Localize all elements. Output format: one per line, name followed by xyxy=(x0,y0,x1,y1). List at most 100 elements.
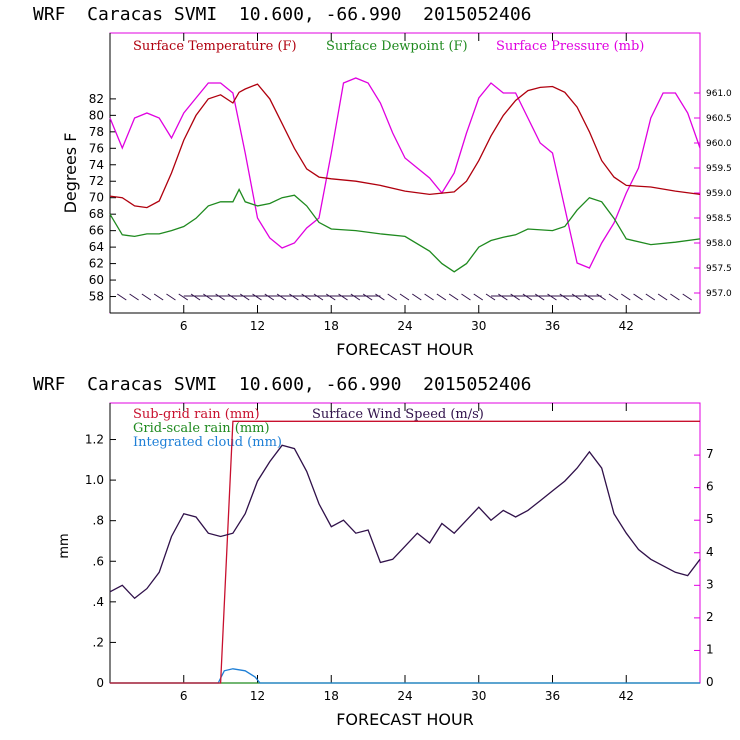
y2-tick-label: 957.0 xyxy=(706,289,732,299)
top-ylabel: Degrees F xyxy=(61,133,80,214)
legend-subgrid-rain: Sub-grid rain (mm) xyxy=(133,407,260,422)
top-y2-tick-group: 957.0 957.5 958.0 958.5 959.0 959.5 960.0 960.5… xyxy=(694,89,732,299)
y2-tick-label: 6 xyxy=(706,480,714,494)
y2-tick-label: 7 xyxy=(706,447,714,461)
wind-barb xyxy=(633,293,643,301)
x-tick-label: 36 xyxy=(545,319,560,333)
top-y-tick-group: 58 60 62 64 66 68 70 72 74 76 78 80 82 xyxy=(89,92,116,304)
wind-barb xyxy=(338,293,348,301)
legend-gridscale-rain: Grid-scale rain (mm) xyxy=(133,421,270,436)
y-tick-label: 72 xyxy=(89,174,104,188)
x-tick-label: 30 xyxy=(471,689,486,703)
bottom-header: WRF Caracas SVMI 10.600, -66.990 2015052… xyxy=(33,374,532,395)
wind-barb xyxy=(289,293,299,301)
wind-barb xyxy=(203,293,213,301)
y2-tick-label: 2 xyxy=(706,610,714,624)
wind-barb xyxy=(596,293,606,301)
y-tick-label: .6 xyxy=(93,554,104,568)
wind-barb xyxy=(276,293,287,301)
wind-barb xyxy=(215,293,225,301)
y-tick-label: 64 xyxy=(89,240,104,254)
wind-barb xyxy=(117,293,127,301)
x-tick-label: 42 xyxy=(619,689,634,703)
wind-barb xyxy=(608,293,619,301)
wind-barb xyxy=(571,293,582,301)
wind-barb xyxy=(252,293,262,301)
wind-barb xyxy=(166,293,176,301)
bottom-x-tick-group: 6 12 18 24 30 36 42 xyxy=(180,403,634,703)
wind-barb xyxy=(436,293,447,301)
x-tick-label: 18 xyxy=(324,319,339,333)
top-xlabel: FORECAST HOUR xyxy=(336,340,474,359)
y-tick-label: 70 xyxy=(89,191,104,205)
x-tick-label: 36 xyxy=(545,689,560,703)
x-tick-label: 18 xyxy=(324,689,339,703)
y-tick-label: 1.0 xyxy=(85,473,104,487)
wind-barb xyxy=(547,293,557,301)
wind-barb xyxy=(620,293,631,301)
x-tick-label: 24 xyxy=(397,319,412,333)
y2-tick-label: 959.0 xyxy=(706,189,732,199)
wind-barb xyxy=(399,293,410,301)
y-tick-label: .8 xyxy=(93,514,104,528)
wind-barb xyxy=(522,293,533,301)
wind-barb xyxy=(375,293,385,301)
wind-barb xyxy=(264,293,275,301)
legend-dewpoint: Surface Dewpoint (F) xyxy=(326,39,468,54)
wind-speed-line xyxy=(109,444,701,600)
x-tick-label: 12 xyxy=(250,319,265,333)
y-tick-label: 78 xyxy=(89,125,104,139)
wind-barb xyxy=(412,293,422,301)
wind-barb xyxy=(510,293,520,301)
wind-barb xyxy=(534,293,545,301)
y-tick-label: 68 xyxy=(89,207,104,221)
wind-barb xyxy=(227,293,238,301)
wind-barb xyxy=(645,293,656,301)
y2-tick-label: 960.5 xyxy=(706,114,732,124)
bottom-ylabel: mm xyxy=(57,533,72,558)
y-tick-label: 58 xyxy=(89,290,104,304)
y2-tick-label: 958.5 xyxy=(706,214,732,224)
y-tick-label: 66 xyxy=(89,224,104,238)
y2-tick-label: 1 xyxy=(706,642,714,656)
legend-temperature: Surface Temperature (F) xyxy=(133,39,297,54)
wind-barb xyxy=(424,293,434,301)
wind-barb xyxy=(153,293,164,301)
x-tick-label: 6 xyxy=(180,319,188,333)
wind-barb xyxy=(178,293,189,301)
y-tick-label: 0 xyxy=(96,676,104,690)
legend-pressure: Surface Pressure (mb) xyxy=(496,39,644,54)
y2-tick-label: 957.5 xyxy=(706,264,732,274)
wind-barb xyxy=(485,293,496,301)
wind-barb xyxy=(682,293,692,301)
wind-barb xyxy=(461,293,471,301)
top-header: WRF Caracas SVMI 10.600, -66.990 2015052… xyxy=(33,4,532,25)
y-tick-label: 80 xyxy=(89,108,104,122)
wind-barb xyxy=(448,293,459,301)
y2-tick-label: 4 xyxy=(706,545,714,559)
wind-barb xyxy=(129,293,139,301)
y2-tick-label: 958.0 xyxy=(706,239,732,249)
wind-barb xyxy=(301,293,311,301)
wind-barb xyxy=(498,293,508,301)
bottom-y-tick-group: 0 .2 .4 .6 .8 1.0 1.2 xyxy=(85,433,116,690)
wind-barb xyxy=(190,293,201,301)
y2-tick-label: 960.0 xyxy=(706,139,732,149)
y-tick-label: 62 xyxy=(89,257,104,271)
legend-integrated-cloud: Integrated cloud (mm) xyxy=(133,435,282,450)
wind-barb xyxy=(473,293,484,301)
y2-tick-label: 959.5 xyxy=(706,164,732,174)
y-tick-label: .4 xyxy=(93,595,104,609)
y-tick-label: 82 xyxy=(89,92,104,106)
wind-barb xyxy=(350,293,361,301)
wind-barb xyxy=(387,293,397,301)
integrated-cloud-line xyxy=(110,668,700,684)
pressure-line xyxy=(109,77,701,269)
x-tick-label: 24 xyxy=(397,689,412,703)
y-tick-label: 60 xyxy=(89,273,104,287)
top-x-tick-group: 6 12 18 24 30 36 42 xyxy=(180,33,634,333)
y2-tick-label: 5 xyxy=(706,512,714,526)
x-tick-label: 30 xyxy=(471,319,486,333)
wind-barb xyxy=(313,293,324,301)
